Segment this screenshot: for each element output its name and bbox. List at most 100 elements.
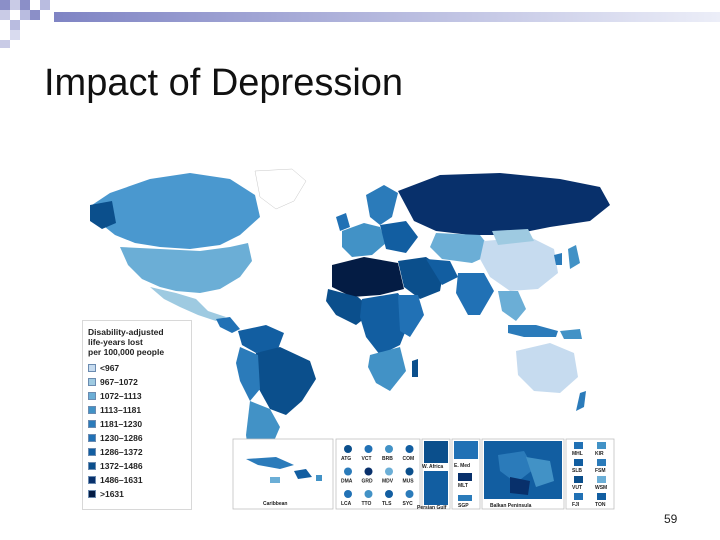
- region-canada: [92, 173, 260, 249]
- legend-title: Disability-adjusted life-years lost per …: [88, 327, 188, 357]
- region-mongolia: [492, 229, 534, 245]
- region-uk: [336, 213, 350, 231]
- small-state-shape: [405, 490, 414, 498]
- region-brazil: [252, 347, 316, 415]
- legend-item: 1230–1286: [88, 433, 143, 443]
- legend-swatch: [88, 448, 96, 456]
- legend-label: 1372–1486: [100, 461, 143, 471]
- region-russia: [398, 173, 610, 235]
- small-state-shape: [344, 490, 352, 498]
- inset-label-e-med: E. Med: [454, 463, 470, 469]
- legend-label: 1486–1631: [100, 475, 143, 485]
- small-state-label: LCA: [341, 501, 352, 507]
- region-usa: [120, 243, 252, 293]
- pacific-state-shape: [597, 493, 606, 500]
- region-east-africa: [398, 295, 424, 337]
- inset-pacific: MHL KIR SLB FSM VUT WSM FJI TON: [565, 438, 615, 510]
- legend-swatch: [88, 420, 96, 428]
- region-korea: [554, 253, 562, 265]
- pacific-state-label: KIR: [595, 451, 604, 457]
- legend-swatch: [88, 434, 96, 442]
- legend-item: 1286–1372: [88, 447, 143, 457]
- region-india: [456, 273, 494, 315]
- slide-title: Impact of Depression: [44, 62, 404, 104]
- region-iran: [426, 259, 458, 285]
- small-state-shape: [344, 445, 352, 453]
- region-colombia-venezuela: [238, 325, 284, 353]
- region-western-europe: [342, 223, 386, 257]
- legend-item: 1072–1113: [88, 391, 142, 401]
- inset-label-w-africa: W. Africa: [422, 464, 443, 470]
- legend-item: >1631: [88, 489, 124, 499]
- pacific-state-shape: [597, 459, 606, 466]
- small-state-shape: [405, 445, 414, 453]
- legend-label: 1113–1181: [100, 405, 142, 415]
- small-state-label: BRB: [382, 456, 393, 462]
- legend-label: 967–1072: [100, 377, 138, 387]
- small-state-label: TLS: [382, 501, 392, 507]
- region-peru-bolivia: [236, 347, 260, 401]
- pacific-state-label: VUT: [572, 485, 582, 491]
- header-decoration: [0, 0, 720, 48]
- inset-balkan-peninsula: Balkan Peninsula: [481, 438, 565, 510]
- small-state-shape: [385, 467, 393, 476]
- legend-swatch: [88, 364, 96, 372]
- legend-label: 1286–1372: [100, 447, 143, 457]
- region-greenland: [254, 168, 307, 210]
- legend-swatch: [88, 462, 96, 470]
- pacific-state-shape: [597, 442, 606, 449]
- small-state-label: VCT: [362, 456, 372, 462]
- legend-title-line-2: life-years lost: [88, 337, 143, 347]
- region-southeast-asia: [498, 291, 526, 321]
- region-china: [480, 237, 558, 291]
- slide-number: 59: [664, 512, 678, 526]
- small-state-label: DMA: [341, 479, 353, 485]
- small-state-shape: [364, 467, 373, 476]
- inset-label-sgp: SGP: [458, 503, 469, 509]
- pacific-state-label: FJI: [572, 502, 580, 508]
- region-madagascar: [412, 359, 418, 377]
- world-depression-map: Caribbean ATG VCT BRB COM DMA GRD MDV MUS LCA TTO…: [90, 168, 615, 511]
- region-eastern-europe: [380, 221, 418, 253]
- small-state-shape: [344, 467, 352, 476]
- legend-item: <967: [88, 363, 119, 373]
- legend-item: 1372–1486: [88, 461, 143, 471]
- region-central-america: [216, 317, 240, 333]
- inset-label-persian-gulf: Persian Gulf: [417, 505, 447, 511]
- inset-label-mlt: MLT: [458, 483, 468, 489]
- pacific-state-label: WSM: [595, 485, 607, 491]
- legend-swatch: [88, 378, 96, 386]
- small-state-shape: [364, 490, 373, 498]
- small-state-label: TTO: [362, 501, 372, 507]
- legend-item: 1113–1181: [88, 405, 141, 415]
- pacific-state-shape: [574, 493, 583, 500]
- region-papua: [560, 329, 582, 339]
- legend-title-line-1: Disability-adjusted: [88, 327, 164, 337]
- legend-label: 1230–1286: [100, 433, 143, 443]
- inset-small-states: ATG VCT BRB COM DMA GRD MDV MUS LCA TTO TLS SYC: [335, 438, 421, 510]
- region-indonesia: [508, 325, 558, 337]
- pacific-state-label: TON: [595, 502, 606, 508]
- small-state-label: MDV: [382, 479, 394, 485]
- inset-caribbean-label: Caribbean: [263, 501, 287, 507]
- legend-label: <967: [100, 363, 120, 373]
- small-state-label: SYC: [403, 501, 414, 507]
- legend-swatch: [88, 392, 96, 400]
- map-legend: Disability-adjusted life-years lost per …: [82, 320, 192, 510]
- region-southern-africa: [368, 347, 406, 391]
- pacific-state-shape: [574, 459, 583, 466]
- small-state-shape: [364, 445, 373, 453]
- legend-swatch: [88, 476, 96, 484]
- pacific-state-shape: [597, 476, 606, 483]
- small-state-label: COM: [403, 456, 415, 462]
- legend-title-line-3: per 100,000 people: [88, 347, 165, 357]
- region-australia: [516, 343, 578, 393]
- small-state-label: GRD: [362, 479, 374, 485]
- inset-label-balkan: Balkan Peninsula: [490, 503, 532, 509]
- pacific-state-label: MHL: [572, 451, 583, 457]
- legend-swatch: [88, 406, 96, 414]
- legend-label: 1072–1113: [100, 391, 142, 401]
- legend-item: 967–1072: [88, 377, 138, 387]
- legend-swatch: [88, 490, 96, 498]
- small-state-shape: [385, 490, 393, 498]
